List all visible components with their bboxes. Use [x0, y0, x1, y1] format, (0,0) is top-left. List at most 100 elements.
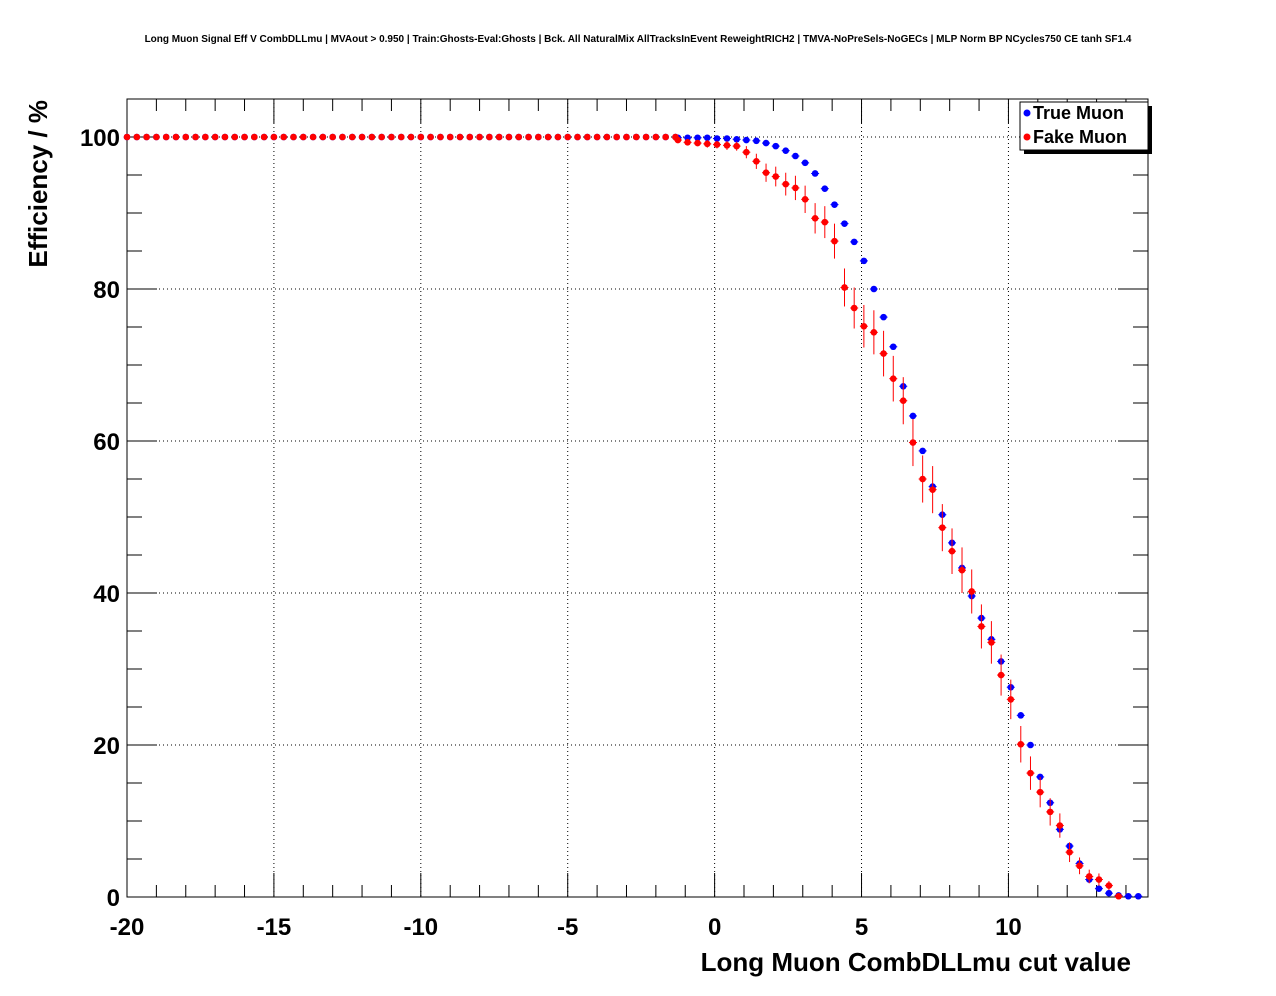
data-point	[407, 133, 415, 141]
data-point	[564, 133, 572, 141]
data-point	[978, 623, 985, 630]
x-tick-label: -5	[557, 914, 578, 941]
data-point	[662, 133, 669, 141]
data-point	[870, 329, 878, 336]
data-point	[880, 350, 887, 357]
data-point	[1027, 741, 1034, 749]
data-point	[713, 141, 721, 148]
data-point	[753, 158, 760, 165]
data-point	[241, 133, 248, 141]
data-point	[889, 343, 897, 351]
data-point	[544, 133, 552, 141]
data-point	[782, 180, 790, 188]
data-point	[427, 133, 434, 141]
x-tick-label: 10	[995, 914, 1022, 941]
y-tick-label: 0	[107, 885, 120, 912]
x-axis-ticks: -20 -15 -10 -5 0 5 10	[110, 914, 1022, 941]
data-point	[674, 136, 682, 144]
data-point	[889, 375, 897, 382]
data-point	[909, 439, 917, 446]
data-point	[801, 159, 809, 167]
data-point	[211, 133, 219, 141]
data-point	[162, 133, 170, 141]
x-tick-label: 5	[855, 914, 868, 941]
data-point	[860, 322, 868, 330]
data-point	[841, 284, 848, 291]
data-point	[515, 133, 523, 141]
data-point	[939, 524, 946, 531]
data-point	[260, 133, 268, 141]
data-point	[299, 133, 307, 141]
data-point	[446, 133, 454, 141]
y-tick-label: 100	[80, 125, 120, 152]
data-point	[397, 133, 405, 141]
data-point	[456, 133, 464, 141]
data-point	[417, 133, 425, 141]
y-tick-label: 20	[93, 733, 120, 760]
data-point	[290, 133, 297, 141]
data-point	[772, 142, 780, 150]
y-tick-label: 60	[93, 429, 120, 456]
data-point	[486, 133, 493, 141]
series-fake-muon	[123, 133, 1123, 900]
data-point	[1105, 882, 1113, 889]
data-point	[1046, 808, 1054, 816]
data-point	[811, 215, 819, 222]
data-point	[309, 133, 317, 141]
data-point	[378, 133, 385, 141]
data-point	[632, 133, 640, 141]
data-point	[153, 133, 160, 141]
data-point	[880, 313, 887, 321]
chart-title: Long Muon Signal Eff V CombDLLmu | MVAou…	[145, 34, 1132, 45]
data-point	[782, 147, 790, 154]
legend-label-true-muon: True Muon	[1033, 103, 1124, 123]
data-point	[280, 133, 288, 141]
x-axis-title: Long Muon CombDLLmu cut value	[701, 947, 1131, 977]
data-point	[1125, 892, 1132, 900]
data-point	[574, 133, 581, 141]
data-point	[841, 220, 848, 227]
data-point	[948, 547, 956, 555]
data-point	[792, 152, 799, 160]
data-point	[850, 304, 858, 312]
x-tick-label: 0	[708, 914, 721, 941]
y-tick-label: 40	[93, 581, 120, 608]
data-point	[388, 133, 395, 141]
data-series	[123, 133, 1143, 900]
data-point	[202, 133, 209, 141]
data-point	[753, 137, 760, 145]
data-point	[762, 139, 770, 147]
data-point	[613, 133, 620, 141]
data-point	[1056, 822, 1064, 829]
data-point	[505, 133, 513, 141]
data-point	[143, 133, 150, 141]
legend-marker-fake-muon	[1023, 133, 1031, 141]
data-point	[123, 133, 131, 141]
y-axis-ticks: 0 20 40 60 80 100	[80, 125, 120, 912]
data-point	[997, 671, 1005, 679]
data-point	[172, 133, 180, 141]
data-point	[811, 170, 819, 177]
data-point	[133, 133, 141, 141]
plot-frame	[126, 98, 1149, 898]
data-point	[1095, 885, 1103, 892]
data-point	[870, 285, 878, 293]
data-point	[466, 133, 474, 141]
data-point	[821, 218, 829, 226]
data-point	[831, 237, 838, 245]
data-point	[743, 136, 750, 144]
data-point	[1095, 876, 1103, 883]
data-point	[684, 134, 691, 142]
data-point	[554, 133, 562, 141]
data-point	[642, 133, 650, 141]
data-point	[1066, 848, 1073, 856]
data-point	[723, 135, 731, 142]
data-point	[623, 133, 630, 141]
data-point	[495, 133, 503, 141]
data-point	[850, 238, 858, 246]
legend-box	[1019, 101, 1149, 151]
data-point	[772, 173, 780, 180]
data-point	[694, 134, 701, 142]
data-point	[713, 135, 721, 142]
data-point	[358, 133, 366, 141]
